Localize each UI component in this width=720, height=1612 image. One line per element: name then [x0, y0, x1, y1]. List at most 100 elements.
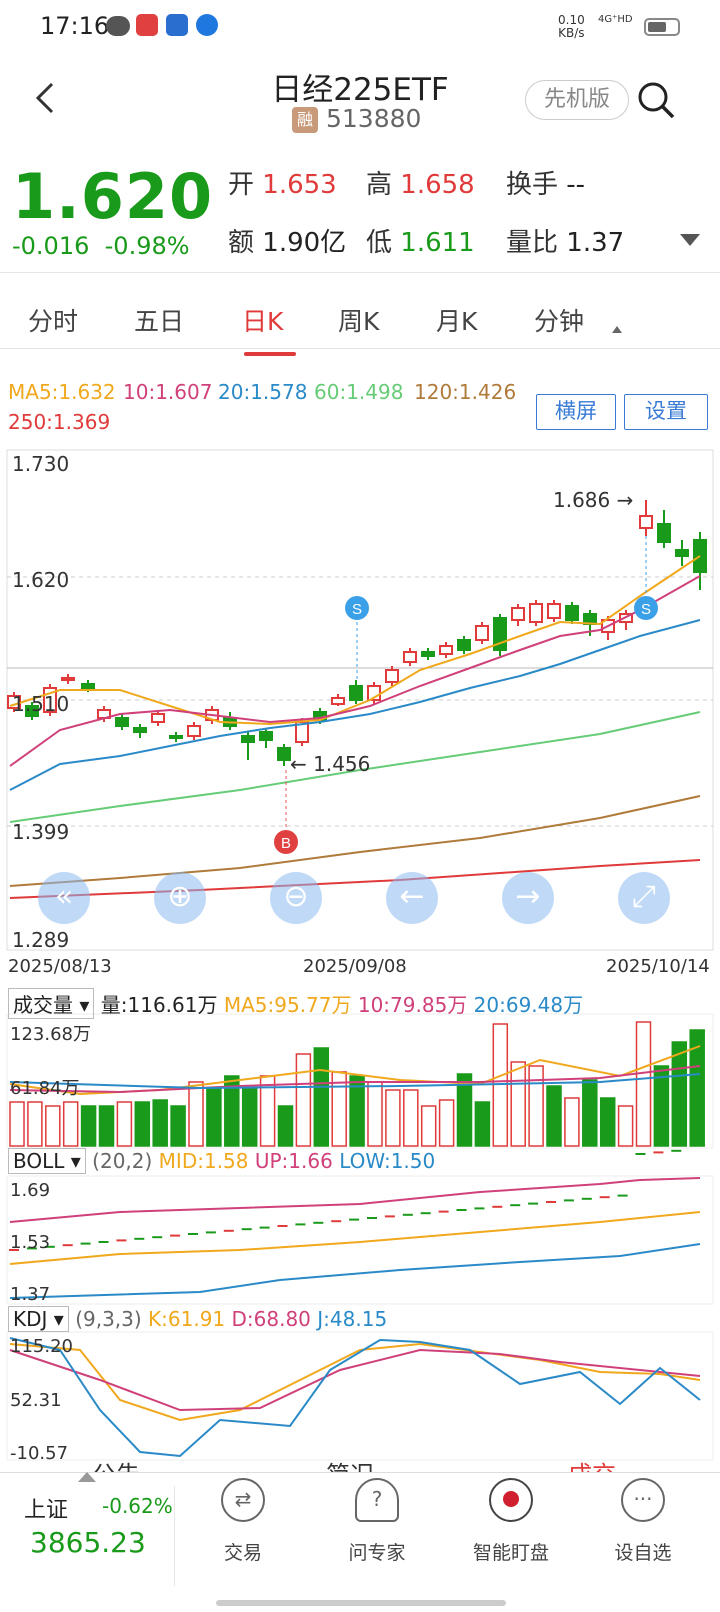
signal-label: B	[281, 835, 291, 852]
y-label-2: 1.620	[12, 568, 70, 592]
volume-bar	[313, 1047, 330, 1147]
ma60-value: 60:1.498	[314, 380, 404, 404]
amount-field: 额 1.90亿	[228, 228, 347, 258]
nav-ask-expert[interactable]: ? 问专家	[322, 1478, 432, 1565]
tab-weekly-k[interactable]: 周K	[338, 307, 380, 336]
volume-selector[interactable]: 成交量 ▾	[8, 988, 95, 1019]
scroll-left-button[interactable]: ←	[386, 872, 438, 924]
nav-trade[interactable]: ⇄ 交易	[188, 1478, 298, 1565]
tab-minute[interactable]: 分钟	[534, 307, 585, 336]
volume-bar	[206, 1087, 222, 1147]
expand-quote-button[interactable]	[680, 234, 700, 246]
index-name: 上证	[24, 1498, 69, 1523]
boll-low-line	[9, 1243, 701, 1299]
candle-body	[133, 727, 147, 733]
landscape-button[interactable]: 横屏	[536, 394, 616, 430]
tab-intraday[interactable]: 分时	[28, 307, 79, 336]
boll-header: BOLL ▾ (20,2) MID:1.58 UP:1.66 LOW:1.50	[8, 1148, 435, 1174]
volume-bar	[528, 1065, 544, 1147]
ma5-value: MA5:1.632	[8, 380, 116, 404]
pioneer-version-button[interactable]: 先机版	[525, 80, 629, 120]
volume-bar	[689, 1029, 705, 1147]
search-button[interactable]	[636, 80, 676, 120]
low-field: 低 1.611	[366, 228, 475, 258]
caret-up-icon	[78, 1472, 96, 1482]
index-value: 3865.23	[30, 1526, 146, 1559]
volume-bar	[277, 1105, 294, 1147]
zoom-in-button[interactable]: ⊕	[154, 872, 206, 924]
ma5-line	[9, 555, 701, 726]
sell-signal-s1	[345, 596, 369, 620]
volume-bar	[617, 1105, 634, 1147]
kdj-j-line	[9, 1337, 701, 1458]
kdj-k-line	[9, 1342, 701, 1422]
kdj-y-mid: 52.31	[10, 1390, 62, 1411]
candle-body	[331, 697, 345, 705]
app-blue-icon	[166, 14, 188, 36]
scroll-right-button[interactable]: →	[502, 872, 554, 924]
last-price: 1.620	[12, 160, 214, 233]
kdj-d-line	[9, 1348, 701, 1412]
back-button[interactable]	[26, 78, 66, 118]
nav-smart-watch[interactable]: 智能盯盘	[456, 1478, 566, 1565]
candle-body	[277, 747, 291, 761]
index-change: -0.62%	[102, 1494, 173, 1518]
kdj-selector[interactable]: KDJ ▾	[8, 1306, 69, 1332]
volume-bar	[671, 1041, 688, 1147]
boll-frame	[6, 1175, 714, 1305]
candle-body	[151, 713, 165, 723]
boll-y-top: 1.69	[10, 1180, 51, 1201]
boll-mid-line	[9, 1211, 701, 1265]
candle-body	[187, 725, 201, 737]
minute-dropdown-icon	[612, 326, 622, 333]
tab-daily-k[interactable]: 日K	[242, 307, 284, 336]
volume-bar	[170, 1105, 186, 1147]
fullscreen-button[interactable]: ⤢	[618, 872, 670, 924]
active-tab-indicator	[244, 352, 296, 356]
volume-header: 成交量 ▾ 量:116.61万 MA5:95.77万 10:79.85万 20:…	[8, 988, 583, 1019]
candle-body	[529, 603, 543, 623]
candle-body	[61, 677, 75, 681]
high-marker: 1.686 →	[553, 488, 634, 512]
settings-button[interactable]: 设置	[624, 394, 708, 430]
volume-bar	[9, 1101, 25, 1147]
kline-chart[interactable]: S B S	[0, 0, 720, 1470]
price-change: -0.016 -0.98%	[12, 232, 190, 260]
ma10-line	[9, 575, 701, 767]
battery-icon	[644, 18, 680, 36]
ma120-line	[9, 795, 701, 887]
volume-bar	[152, 1099, 168, 1147]
volume-bar	[367, 1081, 383, 1147]
volume-bar	[474, 1101, 491, 1147]
kdj-frame	[6, 1331, 714, 1461]
candle-body	[403, 651, 417, 663]
tab-five-day[interactable]: 五日	[134, 307, 185, 336]
candle-body	[511, 607, 525, 621]
margin-badge: 融	[292, 107, 318, 133]
high-field: 高 1.658	[366, 170, 475, 200]
status-time: 17:16	[40, 12, 110, 40]
y-label-4: 1.399	[12, 820, 70, 844]
candle-body	[475, 625, 489, 641]
open-field: 开 1.653	[228, 170, 337, 200]
zoom-out-button[interactable]: ⊖	[270, 872, 322, 924]
candle-body	[675, 549, 689, 557]
candle-body	[259, 731, 273, 741]
status-bar: 17:16 0.10 KB/s 4G⁺HD	[0, 0, 720, 54]
app-red-icon	[136, 14, 158, 36]
candle-body	[457, 639, 471, 651]
signal-icon: 4G⁺HD	[598, 14, 633, 25]
tab-monthly-k[interactable]: 月K	[436, 307, 478, 336]
scroll-start-button[interactable]: «	[38, 872, 90, 924]
home-indicator	[216, 1600, 506, 1606]
boll-selector[interactable]: BOLL ▾	[8, 1148, 86, 1174]
nav-add-watchlist[interactable]: ··· 设自选	[588, 1478, 698, 1565]
stock-code-line: 融 513880	[292, 104, 421, 133]
candle-body	[81, 683, 95, 689]
volume-frame	[6, 1013, 714, 1149]
volume-y-mid: 61.84万	[10, 1078, 80, 1099]
volume-bar	[224, 1075, 240, 1147]
boll-y-bot: 1.37	[10, 1284, 51, 1305]
volume-bar	[295, 1053, 312, 1147]
candle-body	[565, 605, 579, 621]
